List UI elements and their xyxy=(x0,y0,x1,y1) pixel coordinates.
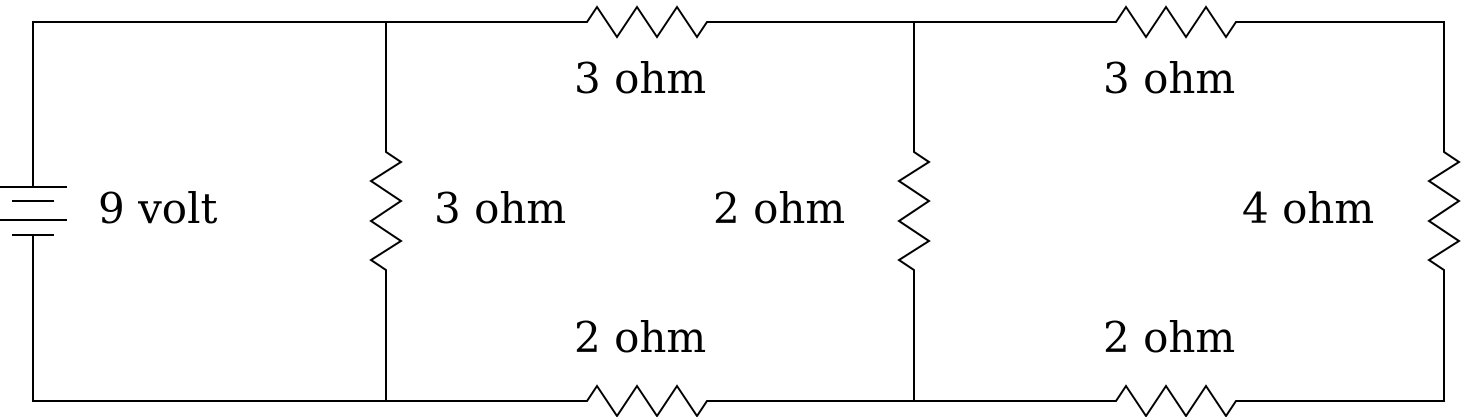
resistor-middle-vertical xyxy=(897,21,931,402)
resistor-label-top-left: 3 ohm xyxy=(574,54,706,103)
resistor-bottom-left xyxy=(385,384,915,417)
resistor-top-right xyxy=(913,5,1445,39)
resistor-label-bottom-left: 2 ohm xyxy=(574,313,706,362)
resistor-right-vertical xyxy=(1427,21,1461,402)
resistor-label-right-vertical: 4 ohm xyxy=(1242,184,1374,233)
resistor-bottom-right xyxy=(913,384,1445,417)
resistor-label-top-right: 3 ohm xyxy=(1103,54,1235,103)
resistor-label-left-vertical: 3 ohm xyxy=(434,184,566,233)
resistor-left-vertical xyxy=(369,21,403,402)
resistor-label-middle-vertical: 2 ohm xyxy=(713,184,845,233)
battery-symbol xyxy=(0,186,67,236)
resistor-label-bottom-right: 2 ohm xyxy=(1103,313,1235,362)
battery-label: 9 volt xyxy=(98,184,218,233)
resistor-top-left xyxy=(385,5,915,39)
